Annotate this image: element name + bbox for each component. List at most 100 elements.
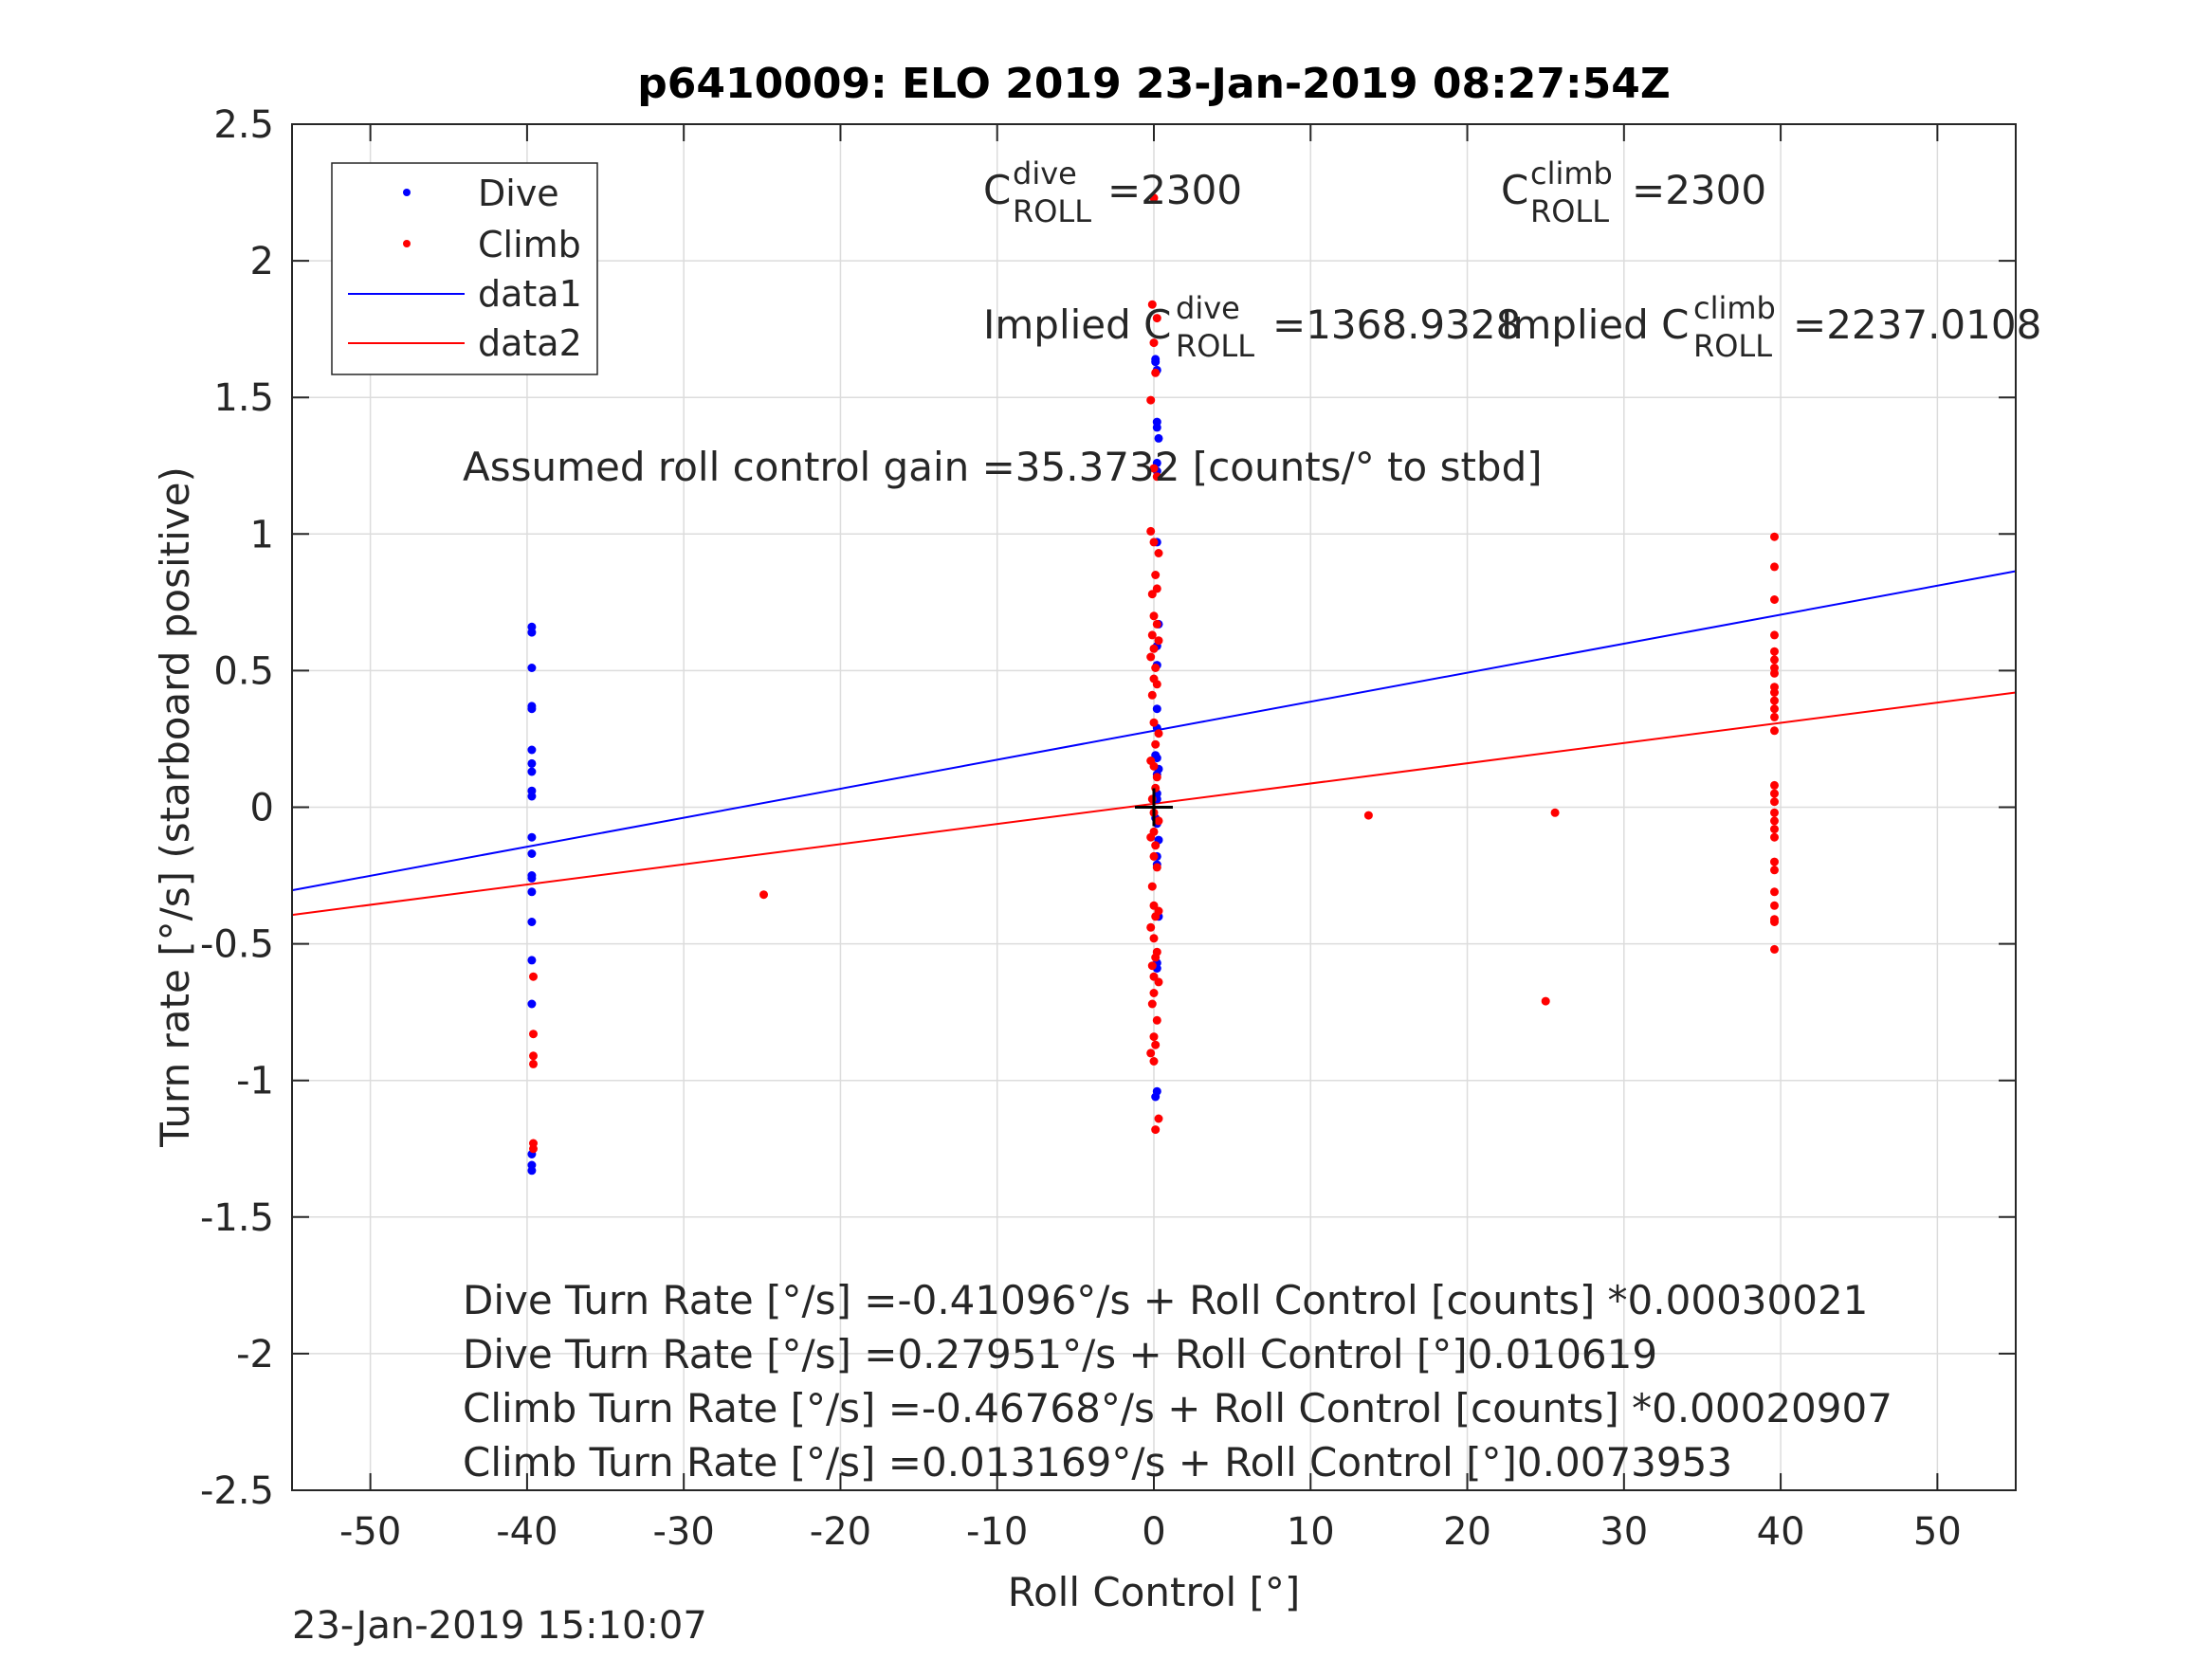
y-tick-label: 0.5 [213, 649, 274, 693]
data-point-climb [1770, 825, 1779, 834]
data-point-dive [527, 873, 537, 883]
data-point-climb [1146, 922, 1156, 932]
data-point-climb [1152, 1015, 1161, 1025]
data-point-climb [1149, 761, 1159, 771]
chart-title: p6410009: ELO 2019 23-Jan-2019 08:27:54Z [637, 60, 1670, 108]
data-point-dive [1151, 357, 1161, 367]
data-point-climb [1770, 866, 1779, 875]
data-point-climb [1151, 953, 1161, 962]
implied-coefficient-dive: Implied C dive ROLL =1368.9328 [983, 290, 1521, 364]
data-point-dive [527, 1166, 537, 1176]
coefficient-climb-symbol: C [1501, 167, 1528, 213]
y-axis-label: Turn rate [°/s] (starboard positive) [152, 466, 198, 1148]
data-point-climb [1147, 630, 1157, 640]
data-point-climb [1541, 996, 1550, 1006]
data-point-climb [1770, 726, 1779, 736]
annotation-roll-gain: Assumed roll control gain =35.3732 [coun… [463, 444, 1543, 490]
data-point-dive [527, 704, 537, 714]
data-point-climb [1146, 652, 1156, 662]
implied-coefficient-climb-subscript: ROLL [1693, 328, 1772, 364]
x-tick-label: -40 [496, 1510, 558, 1554]
coefficient-dive-superscript: dive [1013, 155, 1077, 191]
y-tick-label: 1 [250, 513, 274, 556]
data-point-climb [1770, 562, 1779, 572]
data-point-climb [1151, 571, 1161, 579]
data-point-climb [1146, 832, 1156, 842]
data-point-climb [1770, 944, 1779, 954]
data-point-climb [1151, 664, 1161, 672]
data-point-climb [1147, 590, 1157, 599]
data-point-dive [527, 918, 537, 926]
data-point-climb [1149, 193, 1159, 203]
coefficient-climb: C climb ROLL =2300 [1501, 155, 1766, 229]
x-tick-label: 50 [1913, 1510, 1962, 1554]
implied-coefficient-climb-superscript: climb [1693, 290, 1776, 326]
data-point-climb [529, 1144, 538, 1154]
y-tick-label: -2.5 [200, 1469, 274, 1513]
data-point-climb [1154, 729, 1163, 738]
y-tick-label: -1 [236, 1060, 274, 1103]
data-point-climb [1154, 977, 1163, 987]
data-point-climb [1149, 1057, 1159, 1066]
coefficient-dive-symbol: C [983, 167, 1011, 213]
x-tick-label: -50 [339, 1510, 401, 1554]
data-point-climb [1151, 739, 1161, 749]
data-point-dive [527, 887, 537, 897]
data-point-climb [1149, 538, 1159, 547]
x-tick-label: 30 [1600, 1510, 1648, 1554]
implied-coefficient-dive-subscript: ROLL [1176, 328, 1254, 364]
implied-coefficient-dive-symbol: Implied C [983, 301, 1171, 348]
data-point-dive [1154, 433, 1163, 443]
legend-label-climb: Climb [478, 224, 581, 265]
data-point-climb [1770, 816, 1779, 826]
coefficient-dive: C dive ROLL =2300 [983, 155, 1242, 229]
coefficient-dive-value: =2300 [1107, 167, 1242, 213]
origin-marker [1135, 788, 1173, 827]
data-point-climb [1154, 549, 1163, 557]
data-point-climb [1146, 526, 1156, 536]
legend-label-data2: data2 [478, 322, 582, 364]
data-point-climb [1152, 773, 1161, 782]
data-point-climb [1770, 688, 1779, 697]
data-point-climb [1770, 797, 1779, 807]
data-point-climb [1149, 611, 1159, 621]
data-point-climb [1152, 680, 1161, 689]
data-point-dive [527, 849, 537, 858]
data-point-climb [1152, 472, 1161, 482]
data-point-climb [1770, 630, 1779, 640]
coefficient-dive-subscript: ROLL [1013, 193, 1091, 229]
data-point-climb [1149, 338, 1159, 348]
data-point-climb [1147, 999, 1157, 1009]
timestamp: 23-Jan-2019 15:10:07 [292, 1604, 707, 1648]
x-tick-label: -30 [653, 1510, 715, 1554]
annotation-climb-degrees: Climb Turn Rate [°/s] =0.013169°/s + Rol… [463, 1439, 1732, 1486]
y-tick-label: 2.5 [213, 103, 274, 147]
data-point-climb [1154, 1114, 1163, 1123]
data-point-climb [1151, 1040, 1161, 1049]
data-point-climb [1146, 395, 1156, 405]
data-point-climb [1152, 863, 1161, 872]
x-tick-label: 20 [1443, 1510, 1491, 1554]
data-point-climb [1770, 857, 1779, 866]
annotation-dive-degrees: Dive Turn Rate [°/s] =0.27951°/s + Roll … [463, 1331, 1657, 1377]
legend: Dive Climb data1 data2 [331, 162, 598, 375]
legend-label-data1: data1 [478, 273, 582, 315]
data-point-climb [1770, 696, 1779, 705]
y-tick-label: 2 [250, 240, 274, 283]
data-point-climb [529, 1030, 538, 1039]
axis-ticks: -50 -40 -30 -20 -10 0 10 20 30 40 50-2.5-2-1.5-1-0… [200, 103, 2016, 1554]
data-point-dive [527, 758, 537, 768]
data-point-climb [1770, 595, 1779, 604]
x-tick-label: -10 [966, 1510, 1028, 1554]
y-tick-label: 0 [250, 787, 274, 830]
coefficient-climb-superscript: climb [1530, 155, 1613, 191]
data-point-climb [1147, 300, 1157, 309]
data-point-dive [527, 832, 537, 842]
data-point-climb [1149, 464, 1159, 473]
data-point-climb [1149, 934, 1159, 943]
y-tick-label: 1.5 [213, 376, 274, 420]
legend-marker-climb [403, 240, 411, 247]
data-point-climb [1149, 644, 1159, 653]
data-point-climb [1152, 619, 1161, 629]
